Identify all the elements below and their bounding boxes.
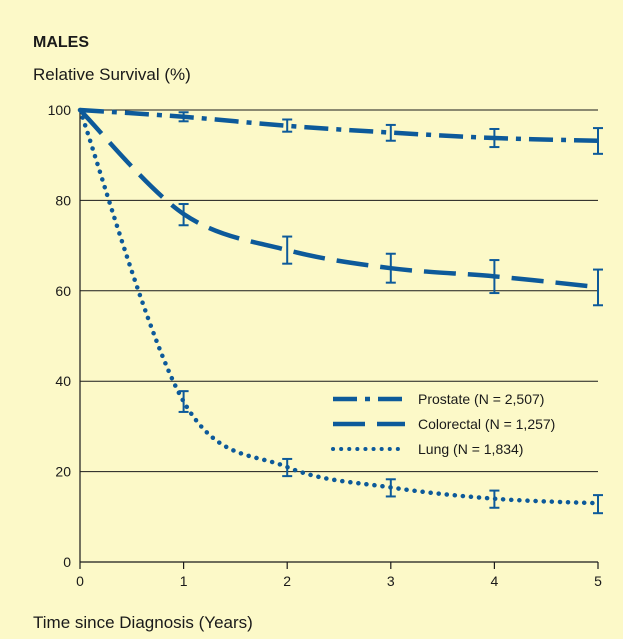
y-axis-title: Relative Survival (%): [33, 65, 191, 84]
series-line-dashed: [78, 108, 599, 290]
error-bar: [489, 489, 500, 509]
error-bar: [178, 203, 189, 227]
error-bar: [489, 127, 500, 149]
error-bar: [593, 127, 603, 155]
error-bar: [282, 235, 293, 265]
axis-layer: 0 20 40 60 80 100 0 1 2 3 4 5: [48, 102, 602, 589]
error-bar: [593, 494, 603, 515]
x-tick-label: 3: [387, 573, 395, 589]
error-bar: [385, 252, 396, 284]
y-tick-label: 80: [55, 192, 71, 208]
error-bar: [178, 390, 189, 413]
error-bar: [593, 268, 603, 307]
series-line-dash-dot: [79, 107, 599, 143]
x-tick-label: 0: [76, 573, 84, 589]
error-bar: [385, 478, 396, 498]
error-bar: [489, 259, 500, 295]
x-axis-title: Time since Diagnosis (Years): [33, 613, 253, 632]
legend-label: Colorectal (N = 1,257): [418, 416, 555, 432]
y-tick-label: 0: [63, 554, 71, 570]
series-layer: [77, 107, 603, 515]
legend-label: Lung (N = 1,834): [418, 441, 523, 457]
x-tick-label: 2: [283, 573, 291, 589]
legend-label: Prostate (N = 2,507): [418, 391, 544, 407]
chart-title: MALES: [33, 34, 89, 51]
x-tick-label: 1: [180, 573, 188, 589]
y-tick-label: 20: [55, 464, 71, 480]
error-bar: [385, 123, 396, 142]
y-tick-label: 40: [55, 373, 71, 389]
legend: Prostate (N = 2,507) Colorectal (N = 1,25…: [331, 391, 555, 457]
x-tick-label: 4: [491, 573, 499, 589]
error-bar: [178, 111, 189, 123]
x-tick-label: 5: [594, 573, 602, 589]
y-tick-label: 60: [55, 283, 71, 299]
y-tick-label: 100: [48, 102, 72, 118]
grid-layer: [80, 109, 598, 473]
error-bar: [282, 118, 293, 133]
error-bar: [282, 457, 293, 478]
